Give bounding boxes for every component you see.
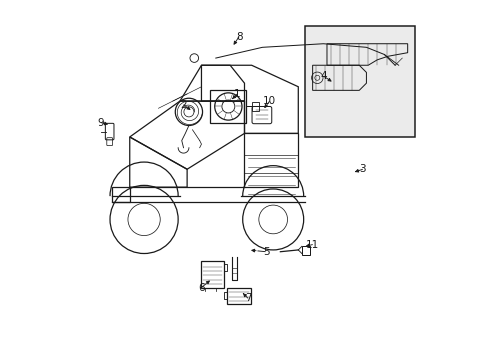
Bar [210, 90, 246, 123]
Bar [251, 102, 258, 111]
Bar [201, 261, 223, 288]
Bar [227, 288, 250, 304]
Text: 11: 11 [305, 239, 319, 249]
Text: 4: 4 [320, 71, 326, 81]
Text: 3: 3 [359, 164, 366, 174]
Bar [301, 246, 309, 255]
Text: 2: 2 [180, 100, 186, 110]
Text: 5: 5 [262, 247, 269, 257]
Text: 6: 6 [198, 283, 204, 293]
Text: 9: 9 [98, 118, 104, 128]
Text: 7: 7 [244, 293, 251, 303]
Text: 1: 1 [234, 89, 240, 99]
Text: 10: 10 [263, 96, 276, 106]
Bar [305, 26, 414, 137]
Text: 8: 8 [235, 32, 242, 41]
